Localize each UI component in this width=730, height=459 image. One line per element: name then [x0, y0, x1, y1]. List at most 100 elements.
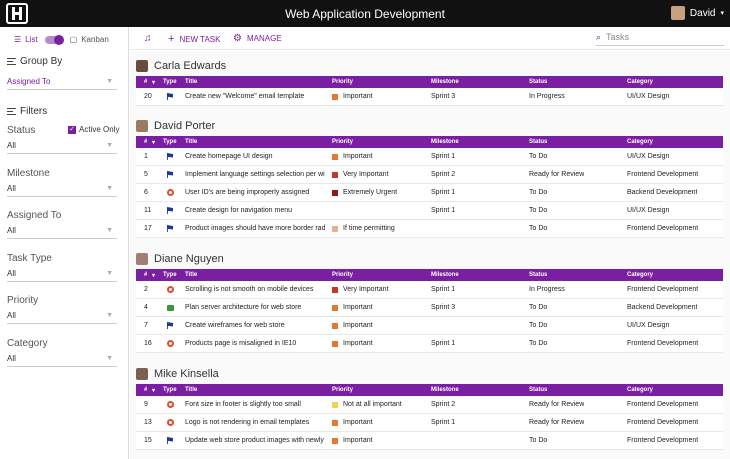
task-title[interactable]: Logo is not rendering in email templates [185, 419, 310, 426]
task-title[interactable]: Product images should have more border r… [185, 225, 325, 232]
task-title[interactable]: Update web store product images with new… [185, 437, 325, 444]
priority-label: Important [343, 93, 373, 100]
task-title[interactable]: Create homepage UI design [185, 153, 273, 160]
column-header-type[interactable]: Type [163, 79, 177, 85]
task-status: Ready for Review [529, 419, 585, 426]
table-row[interactable]: 6 User ID's are being improperly assigned… [136, 184, 723, 202]
column-header-priority[interactable]: Priority [332, 79, 354, 85]
task-title[interactable]: User ID's are being improperly assigned [185, 189, 310, 196]
filter-select-0[interactable]: All ▼ [7, 141, 117, 154]
column-header-milestone[interactable]: Milestone [431, 272, 459, 278]
group-by-select[interactable]: Assigned To ▼ [7, 77, 117, 90]
app-title: Web Application Development [285, 7, 445, 21]
priority-swatch [332, 93, 338, 100]
column-header-milestone[interactable]: Milestone [431, 139, 459, 145]
avatar [136, 368, 148, 380]
filter-select-2[interactable]: All ▼ [7, 226, 117, 239]
view-toggle[interactable]: ☰ List ▢ Kanban [14, 34, 109, 45]
column-header-type[interactable]: Type [163, 387, 177, 393]
table-row[interactable]: 11 Create design for navigation menu Sprin… [136, 202, 723, 220]
task-milestone: Sprint 3 [431, 93, 456, 100]
user-menu[interactable]: David ▾ [670, 6, 724, 20]
task-number: 7 [144, 322, 148, 329]
new-task-button[interactable]: + NEW TASK [168, 33, 220, 45]
task-category: UI/UX Design [627, 153, 670, 160]
filter-select-3[interactable]: All ▼ [7, 269, 117, 282]
table-row[interactable]: 1 Create homepage UI design Important Sprin… [136, 148, 723, 166]
task-milestone: Sprint 1 [431, 286, 456, 293]
column-header-num[interactable]: # [144, 139, 148, 145]
filter-select-4[interactable]: All ▼ [7, 311, 117, 324]
column-header-milestone[interactable]: Milestone [431, 79, 459, 85]
column-header-title[interactable]: Title [185, 79, 198, 85]
column-header-type[interactable]: Type [163, 139, 177, 145]
filter-select-1[interactable]: All ▼ [7, 184, 117, 197]
filter-select-5[interactable]: All ▼ [7, 354, 117, 367]
column-header-title[interactable]: Title [185, 139, 198, 145]
column-header-category[interactable]: Category [627, 79, 654, 85]
column-header-category[interactable]: Category [627, 139, 654, 145]
task-title[interactable]: Create wireframes for web store [185, 322, 285, 329]
filter-label-3: Task Type [7, 253, 52, 264]
column-header-category[interactable]: Category [627, 272, 654, 278]
priority-swatch [332, 401, 338, 408]
table-row[interactable]: 5 Implement language settings selection p… [136, 166, 723, 184]
task-number: 15 [144, 437, 152, 444]
bug-icon [167, 340, 174, 347]
column-header-num[interactable]: # [144, 79, 148, 85]
column-header-priority[interactable]: Priority [332, 272, 354, 278]
task-priority: Very Important [332, 166, 389, 183]
task-type [167, 317, 173, 334]
kanban-view-label[interactable]: Kanban [81, 35, 109, 44]
filter-value: All [7, 311, 16, 320]
app-logo[interactable] [6, 3, 28, 24]
column-header-num[interactable]: # [144, 272, 148, 278]
column-header-title[interactable]: Title [185, 272, 198, 278]
manage-button[interactable]: ⚙ MANAGE [233, 33, 282, 44]
avatar [136, 253, 148, 265]
chevron-down-icon: ▼ [106, 185, 113, 192]
column-header-status[interactable]: Status [529, 387, 548, 393]
table-row[interactable]: 7 Create wireframes for web store Importan… [136, 317, 723, 335]
column-header-status[interactable]: Status [529, 272, 548, 278]
table-row[interactable]: 2 Scrolling is not smooth on mobile devic… [136, 281, 723, 299]
column-header-status[interactable]: Status [529, 139, 548, 145]
notifications-button[interactable]: ♫ [144, 33, 152, 44]
table-row[interactable]: 15 Update web store product images with n… [136, 432, 723, 450]
table-row[interactable]: 16 Products page is misaligned in IE10 Imp… [136, 335, 723, 353]
task-title[interactable]: Create design for navigation menu [185, 207, 293, 214]
column-header-category[interactable]: Category [627, 387, 654, 393]
column-header-priority[interactable]: Priority [332, 139, 354, 145]
filter-label-4: Priority [7, 295, 39, 306]
search-input[interactable]: Tasks [606, 32, 630, 42]
active-only-checkbox[interactable]: ✓ Active Only [68, 125, 119, 134]
chevron-down-icon: ▼ [106, 227, 113, 234]
table-row[interactable]: 20 Create new "Welcome" email template Imp… [136, 88, 723, 106]
column-header-type[interactable]: Type [163, 272, 177, 278]
task-title[interactable]: Implement language settings selection pe… [185, 171, 325, 178]
column-header-status[interactable]: Status [529, 79, 548, 85]
column-header-title[interactable]: Title [185, 387, 198, 393]
priority-swatch [332, 340, 338, 347]
task-title[interactable]: Plan server architecture for web store [185, 304, 302, 311]
table-row[interactable]: 17 Product images should have more border… [136, 220, 723, 238]
task-priority: Important [332, 299, 373, 316]
view-toggle-switch[interactable] [44, 34, 64, 45]
column-header-milestone[interactable]: Milestone [431, 387, 459, 393]
task-title[interactable]: Create new "Welcome" email template [185, 93, 305, 100]
task-title[interactable]: Scrolling is not smooth on mobile device… [185, 286, 314, 293]
search-field[interactable]: ⌕ Tasks [596, 32, 724, 46]
table-row[interactable]: 4 Plan server architecture for web store I… [136, 299, 723, 317]
task-title[interactable]: Products page is misaligned in IE10 [185, 340, 297, 347]
task-category: UI/UX Design [627, 322, 670, 329]
task-type [167, 281, 174, 298]
task-title[interactable]: Font size in footer is slightly too smal… [185, 401, 301, 408]
column-header-priority[interactable]: Priority [332, 387, 354, 393]
task-category: UI/UX Design [627, 207, 670, 214]
flag-icon [167, 93, 173, 100]
table-row[interactable]: 9 Font size in footer is slightly too sma… [136, 396, 723, 414]
table-row[interactable]: 13 Logo is not rendering in email templat… [136, 414, 723, 432]
column-header-num[interactable]: # [144, 387, 148, 393]
filter-value: All [7, 226, 16, 235]
list-view-label[interactable]: List [25, 35, 38, 44]
